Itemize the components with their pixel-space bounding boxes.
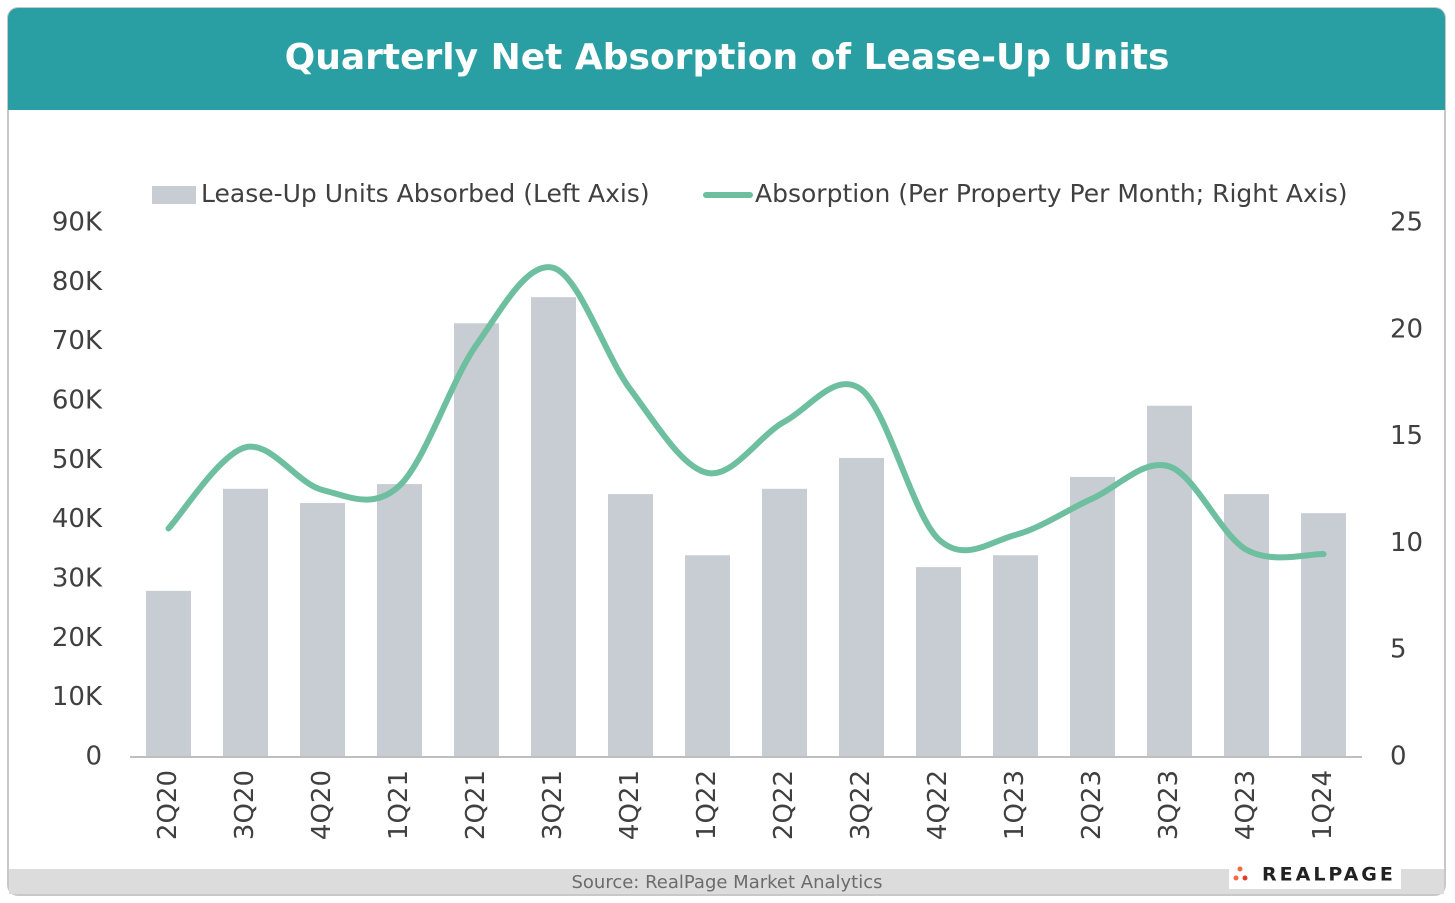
header [8, 8, 1445, 110]
y2-tick-label: 15 [1390, 421, 1423, 451]
x-tick-label: 3Q21 [538, 770, 568, 840]
logo: REALPAGE [1262, 864, 1396, 886]
y2-tick-label: 25 [1390, 208, 1423, 238]
y-tick-label: 40K [52, 504, 103, 534]
logo-box [1229, 861, 1401, 889]
x-tick-label: 3Q23 [1154, 770, 1184, 840]
logo-dot [1242, 875, 1248, 881]
bar [608, 494, 653, 757]
legend-label: Absorption (Per Property Per Month; Righ… [755, 179, 1347, 208]
bar [454, 323, 499, 757]
x-tick-label: 4Q20 [307, 770, 337, 840]
legend-swatch [152, 186, 196, 204]
bar [1301, 513, 1346, 757]
logo-dot [1237, 866, 1243, 872]
x-tick-label: 1Q22 [692, 770, 722, 840]
legend-label: Lease-Up Units Absorbed (Left Axis) [201, 179, 650, 208]
bar [839, 457, 884, 757]
chart-title: Quarterly Net Absorption of Lease-Up Uni… [285, 37, 1170, 78]
bar [146, 590, 191, 757]
bar [377, 484, 422, 757]
line [165, 264, 1327, 561]
x-tick-label: 2Q23 [1077, 770, 1107, 840]
y-tick-label: 50K [52, 445, 103, 475]
x-tick-label: 1Q24 [1308, 770, 1338, 840]
y2-tick-label: 10 [1390, 528, 1423, 558]
x-tick-label: 3Q20 [230, 770, 260, 840]
x-tick-label: 2Q20 [153, 770, 183, 840]
y2-tick-label: 5 [1390, 635, 1407, 665]
y-tick-label: 30K [52, 564, 103, 594]
x-tick-label: 4Q21 [615, 770, 645, 840]
bar [1070, 476, 1115, 757]
y-tick-label: 10K [52, 682, 103, 712]
bar [916, 567, 961, 757]
y-tick-label: 60K [52, 386, 103, 416]
y-tick-label: 20K [52, 623, 103, 653]
bar [223, 488, 268, 757]
x-tick-label: 1Q21 [384, 770, 414, 840]
footer [9, 869, 1444, 894]
logo-dot [1233, 875, 1239, 881]
y2-tick-label: 0 [1390, 742, 1407, 772]
bar [685, 555, 730, 757]
bar [762, 488, 807, 757]
y-tick-label: 90K [52, 208, 103, 238]
card [7, 7, 1446, 896]
x-tick-label: 1Q23 [1000, 770, 1030, 840]
x-tick-label: 2Q22 [769, 770, 799, 840]
y-tick-label: 0 [85, 742, 102, 772]
x-tick-label: 4Q23 [1231, 770, 1261, 840]
source: Source: RealPage Market Analytics [571, 872, 882, 893]
y-tick-label: 70K [52, 326, 103, 356]
y2-tick-label: 20 [1390, 314, 1423, 344]
bar [531, 297, 576, 757]
x-tick-label: 3Q22 [846, 770, 876, 840]
y-tick-label: 80K [52, 267, 103, 297]
bar [1147, 405, 1192, 757]
x-tick-label: 4Q22 [923, 770, 953, 840]
x-tick-label: 2Q21 [461, 770, 491, 840]
bar [300, 503, 345, 757]
bar [993, 555, 1038, 757]
